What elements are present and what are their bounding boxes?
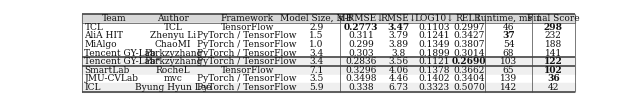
- Text: 3.4: 3.4: [310, 49, 324, 58]
- Text: Model Size, MB: Model Size, MB: [280, 14, 353, 23]
- Text: ICL: ICL: [84, 83, 101, 92]
- Text: 6.73: 6.73: [388, 83, 409, 92]
- Text: 0.311: 0.311: [348, 31, 374, 40]
- Text: MiAlgo: MiAlgo: [84, 40, 117, 49]
- Text: 3.4: 3.4: [310, 57, 324, 66]
- Text: Tencent GY-Lab: Tencent GY-Lab: [84, 49, 156, 58]
- Text: 141: 141: [545, 49, 562, 58]
- Text: 0.3662: 0.3662: [454, 66, 485, 75]
- Text: PyTorch / TensorFlow: PyTorch / TensorFlow: [198, 31, 297, 40]
- Text: Byung Hyun Lee: Byung Hyun Lee: [135, 83, 211, 92]
- Text: 0.299: 0.299: [348, 40, 374, 49]
- Text: Parkzyzhang: Parkzyzhang: [144, 57, 202, 66]
- Text: 1.5: 1.5: [309, 31, 324, 40]
- Text: 0.2690: 0.2690: [452, 57, 486, 66]
- Text: 3.5: 3.5: [309, 74, 324, 83]
- Text: 0.1121: 0.1121: [419, 57, 450, 66]
- Text: 0.303: 0.303: [348, 49, 374, 58]
- Text: LOG10↓: LOG10↓: [415, 14, 454, 23]
- Text: 0.3498: 0.3498: [346, 74, 377, 83]
- Text: 188: 188: [545, 40, 562, 49]
- Text: 65: 65: [502, 66, 515, 75]
- Text: RocheL: RocheL: [156, 66, 191, 75]
- Text: Runtime, ms ↓: Runtime, ms ↓: [474, 14, 543, 23]
- Text: 139: 139: [500, 74, 517, 83]
- Text: PyTorch / TensorFlow: PyTorch / TensorFlow: [198, 49, 297, 58]
- Text: PyTorch / TensorFlow: PyTorch / TensorFlow: [198, 74, 297, 83]
- Text: 0.5070: 0.5070: [453, 83, 485, 92]
- Text: 0.1241: 0.1241: [419, 31, 450, 40]
- Text: Framework: Framework: [221, 14, 274, 23]
- Text: mvc: mvc: [164, 74, 182, 83]
- Text: TCL: TCL: [84, 23, 103, 32]
- Text: REL↓: REL↓: [456, 14, 483, 23]
- Text: 0.1378: 0.1378: [419, 66, 450, 75]
- Text: 0.1402: 0.1402: [419, 74, 450, 83]
- Text: 7.1: 7.1: [309, 66, 324, 75]
- Text: SmartLab: SmartLab: [84, 66, 130, 75]
- Text: Zhenyu Li: Zhenyu Li: [150, 31, 196, 40]
- Text: 42: 42: [548, 83, 559, 92]
- Text: ChaoMI: ChaoMI: [155, 40, 191, 49]
- Text: Parkzyzhang: Parkzyzhang: [144, 49, 202, 58]
- Text: Tencent GY-Lab*: Tencent GY-Lab*: [84, 57, 161, 66]
- Text: 103: 103: [500, 57, 517, 66]
- Text: 0.3807: 0.3807: [454, 40, 485, 49]
- Text: 4.46: 4.46: [388, 74, 409, 83]
- Text: 0.1349: 0.1349: [419, 40, 450, 49]
- Text: 54: 54: [502, 40, 515, 49]
- Text: PyTorch / TensorFlow: PyTorch / TensorFlow: [198, 57, 297, 66]
- Text: 2.9: 2.9: [310, 23, 324, 32]
- Text: 4.06: 4.06: [388, 66, 409, 75]
- Text: TCL: TCL: [164, 23, 182, 32]
- Text: 5.9: 5.9: [309, 83, 324, 92]
- Text: 46: 46: [503, 23, 515, 32]
- Text: PyTorch / TensorFlow: PyTorch / TensorFlow: [198, 83, 297, 92]
- Text: 1.0: 1.0: [309, 40, 324, 49]
- Text: 0.3014: 0.3014: [454, 49, 485, 58]
- Text: 68: 68: [503, 49, 515, 58]
- Text: 3.47: 3.47: [388, 23, 410, 32]
- Text: 0.1899: 0.1899: [419, 49, 450, 58]
- Text: 36: 36: [547, 74, 560, 83]
- Text: 3.79: 3.79: [388, 31, 409, 40]
- Text: 0.3323: 0.3323: [419, 83, 450, 92]
- Text: 0.2773: 0.2773: [344, 23, 378, 32]
- Text: 0.3296: 0.3296: [346, 66, 377, 75]
- Text: Final Score: Final Score: [527, 14, 580, 23]
- Text: 232: 232: [545, 31, 562, 40]
- Text: si-RMSE↓: si-RMSE↓: [338, 14, 385, 23]
- Text: Team: Team: [101, 14, 126, 23]
- Text: 0.338: 0.338: [348, 83, 374, 92]
- Text: 0.3404: 0.3404: [454, 74, 485, 83]
- Text: 37: 37: [502, 31, 515, 40]
- Text: 0.2997: 0.2997: [454, 23, 485, 32]
- Text: RMSE↓: RMSE↓: [381, 14, 417, 23]
- Text: 3.56: 3.56: [388, 57, 409, 66]
- Text: 3.89: 3.89: [388, 40, 409, 49]
- Text: 0.2836: 0.2836: [346, 57, 377, 66]
- Text: 142: 142: [500, 83, 517, 92]
- Text: TensorFlow: TensorFlow: [221, 23, 274, 32]
- Text: 0.1103: 0.1103: [419, 23, 450, 32]
- Text: JMU-CVLab: JMU-CVLab: [84, 74, 138, 83]
- Text: 3.8: 3.8: [392, 49, 406, 58]
- Text: PyTorch / TensorFlow: PyTorch / TensorFlow: [198, 40, 297, 49]
- Text: Author: Author: [157, 14, 189, 23]
- Text: 0.3427: 0.3427: [454, 31, 485, 40]
- Text: 102: 102: [544, 66, 563, 75]
- Text: AliA HIT: AliA HIT: [84, 31, 124, 40]
- Text: 122: 122: [544, 57, 563, 66]
- Text: TensorFlow: TensorFlow: [221, 66, 274, 75]
- Text: 298: 298: [544, 23, 563, 32]
